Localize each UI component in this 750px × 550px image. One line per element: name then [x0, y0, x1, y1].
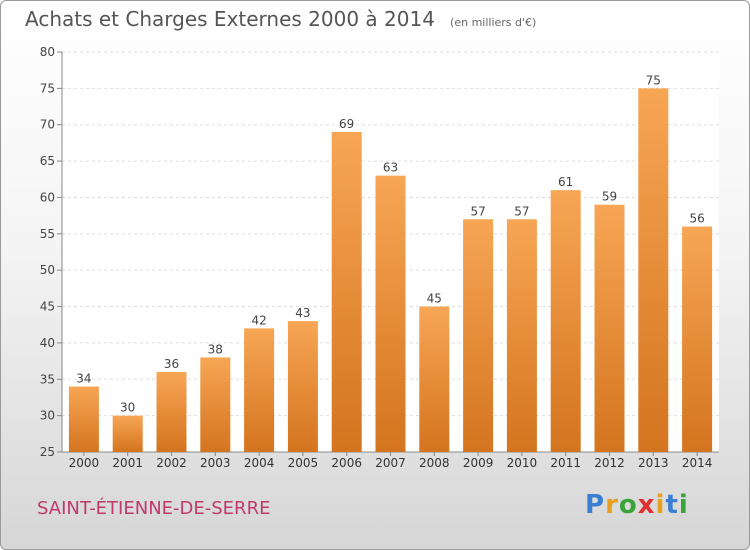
proxiti-logo[interactable]: Proxiti: [585, 490, 689, 520]
y-tick-label: 35: [40, 372, 55, 386]
x-tick-label: 2011: [550, 456, 581, 470]
bar-value-label: 45: [427, 292, 442, 306]
bar-value-label: 63: [383, 161, 398, 175]
logo-letter: t: [665, 490, 679, 520]
bar-value-label: 36: [164, 357, 179, 371]
bar: [638, 88, 669, 452]
y-tick-label: 75: [40, 81, 55, 95]
bar: [331, 132, 362, 452]
bar: [68, 386, 99, 452]
logo-letter: x: [637, 490, 656, 520]
bar: [682, 226, 713, 452]
bar-value-label: 57: [470, 204, 485, 218]
y-tick-label: 70: [40, 118, 55, 132]
logo-letter: P: [585, 490, 606, 520]
bar-value-label: 30: [120, 401, 135, 415]
y-tick-label: 80: [40, 45, 55, 59]
y-tick-label: 40: [40, 336, 55, 350]
bar: [594, 204, 625, 452]
x-tick-label: 2013: [638, 456, 669, 470]
x-tick-label: 2010: [507, 456, 538, 470]
bar: [375, 175, 406, 453]
bar-value-label: 61: [558, 175, 573, 189]
title-row: Achats et Charges Externes 2000 à 2014 (…: [25, 7, 536, 31]
y-tick-label: 60: [40, 190, 55, 204]
bar-value-label: 69: [339, 117, 354, 131]
x-tick-label: 2004: [244, 456, 275, 470]
x-tick-label: 2009: [463, 456, 494, 470]
logo-letter: i: [655, 490, 666, 520]
x-tick-label: 2001: [112, 456, 143, 470]
y-tick-label: 25: [40, 445, 55, 459]
x-tick-label: 2008: [419, 456, 450, 470]
x-tick-label: 2002: [156, 456, 187, 470]
bar: [200, 357, 231, 452]
x-tick-label: 2006: [331, 456, 362, 470]
y-tick-label: 65: [40, 154, 55, 168]
bar-value-label: 43: [295, 306, 310, 320]
bar-value-label: 38: [208, 342, 223, 356]
x-tick-label: 2014: [682, 456, 713, 470]
x-tick-label: 2005: [288, 456, 319, 470]
bar: [244, 328, 275, 452]
bar-value-label: 59: [602, 190, 617, 204]
chart-title: Achats et Charges Externes 2000 à 2014: [25, 7, 435, 31]
bar: [156, 372, 187, 452]
bar: [550, 190, 581, 452]
bar-value-label: 42: [251, 313, 266, 327]
bar: [287, 321, 318, 452]
bar-value-label: 75: [646, 73, 661, 87]
logo-letter: o: [618, 490, 638, 520]
bar: [112, 415, 143, 452]
y-tick-label: 30: [40, 409, 55, 423]
y-tick-label: 45: [40, 300, 55, 314]
chart-unit: (en milliers d'€): [450, 16, 537, 29]
x-tick-label: 2012: [594, 456, 625, 470]
y-tick-label: 55: [40, 227, 55, 241]
place-name: SAINT-ÉTIENNE-DE-SERRE: [37, 498, 271, 519]
logo-letter: i: [678, 490, 689, 520]
bar: [506, 219, 537, 452]
x-tick-label: 2003: [200, 456, 231, 470]
x-tick-label: 2000: [69, 456, 100, 470]
logo-letter: r: [605, 490, 619, 520]
bar: [463, 219, 494, 452]
y-tick-label: 50: [40, 263, 55, 277]
x-tick-label: 2007: [375, 456, 406, 470]
bar: [419, 306, 450, 452]
bar-value-label: 57: [514, 204, 529, 218]
bar-value-label: 56: [689, 212, 704, 226]
bar-value-label: 34: [76, 372, 91, 386]
